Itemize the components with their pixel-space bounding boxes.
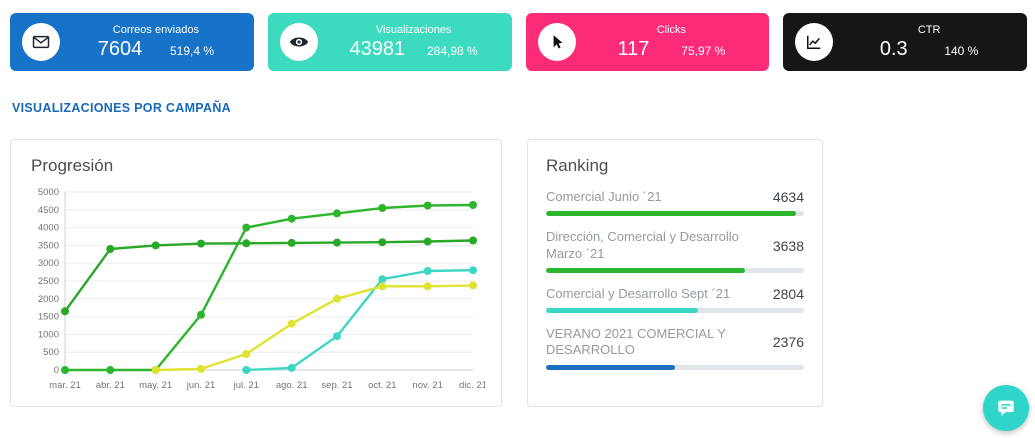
progression-title: Progresión: [31, 156, 114, 175]
envelope-icon: [22, 23, 60, 61]
eye-icon: [279, 23, 318, 61]
svg-text:abr. 21: abr. 21: [96, 380, 125, 391]
ranking-item: Dirección, Comercial y Desarrollo Marzo …: [546, 229, 804, 273]
kpi-label: Correos enviados: [112, 23, 199, 36]
svg-text:2500: 2500: [38, 276, 59, 287]
progression-panel: Progresión 0 500 1000 1500 2000 2500 3000 3500 4…: [10, 139, 502, 407]
svg-text:mar. 21: mar. 21: [49, 380, 81, 391]
ranking-bar-track: [546, 211, 804, 217]
kpi-stats: Visualizaciones 43981 284,98 %: [328, 24, 500, 61]
ranking-value: 3638: [772, 237, 804, 254]
svg-text:0: 0: [54, 365, 59, 376]
ranking-name: VERANO 2021 COMERCIAL Y DESARROLLO: [546, 326, 726, 358]
kpi-value: 43981: [349, 37, 406, 60]
kpi-value: 117: [617, 37, 650, 60]
kpi-value: 0.3: [879, 37, 908, 60]
svg-text:oct. 21: oct. 21: [368, 380, 397, 391]
chat-launcher-button[interactable]: [983, 385, 1029, 431]
line-chart-icon: [795, 23, 834, 61]
svg-text:3000: 3000: [38, 258, 59, 269]
kpi-stats: Correos enviados 7604 519,4 %: [70, 24, 242, 61]
svg-text:nov. 21: nov. 21: [412, 380, 442, 391]
ranking-name: Comercial y Desarrollo Sept ´21: [546, 285, 731, 301]
kpi-percent: 140 %: [944, 43, 979, 58]
panels-row: Progresión 0 500 1000 1500 2000 2500 3000 3500 4…: [10, 139, 1035, 407]
kpi-card-emails-sent: Correos enviados 7604 519,4 %: [10, 13, 254, 71]
kpi-label: Visualizaciones: [375, 23, 452, 36]
svg-text:5000: 5000: [38, 187, 59, 198]
svg-text:dic. 21: dic. 21: [459, 380, 485, 391]
cursor-icon: [537, 23, 576, 61]
ranking-item: Comercial Junio ´21 4634: [546, 189, 804, 217]
ranking-title: Ranking: [546, 156, 609, 175]
svg-text:4000: 4000: [38, 223, 59, 234]
svg-text:may. 21: may. 21: [139, 380, 172, 391]
kpi-percent: 519,4 %: [169, 43, 215, 58]
ranking-bar-fill: [546, 267, 745, 273]
kpi-label: Clicks: [656, 23, 687, 36]
ranking-bar-fill: [546, 308, 699, 313]
ranking-item: VERANO 2021 COMERCIAL Y DESARROLLO 2376: [546, 326, 804, 370]
svg-text:ago. 21: ago. 21: [276, 380, 308, 391]
ranking-bar-track: [546, 267, 804, 273]
ranking-bar-fill: [546, 211, 797, 217]
kpi-value: 7604: [97, 37, 143, 60]
ranking-bar-track: [546, 308, 804, 313]
kpi-percent: 75,97 %: [681, 43, 726, 58]
ranking-bar-track: [546, 364, 804, 370]
svg-text:1000: 1000: [38, 329, 59, 340]
section-title: VISUALIZACIONES POR CAMPAÑA: [12, 101, 231, 115]
svg-text:jun. 21: jun. 21: [186, 380, 216, 391]
ranking-value: 2804: [772, 285, 804, 302]
kpi-stats: Clicks 117 75,97 %: [586, 24, 758, 61]
svg-text:sep. 21: sep. 21: [321, 380, 352, 391]
kpi-cards-row: Correos enviados 7604 519,4 % Visualizac…: [0, 0, 1035, 71]
kpi-card-ctr: CTR 0.3 140 %: [783, 13, 1027, 71]
svg-text:3500: 3500: [38, 240, 59, 251]
ranking-bar-fill: [546, 364, 675, 370]
ranking-value: 2376: [772, 334, 804, 351]
kpi-percent: 284,98 %: [426, 43, 478, 58]
chat-bubble-icon: [995, 397, 1017, 419]
ranking-item: Comercial y Desarrollo Sept ´21 2804: [546, 286, 804, 313]
svg-text:1500: 1500: [38, 312, 59, 323]
ranking-value: 4634: [772, 189, 804, 206]
svg-text:4500: 4500: [38, 205, 59, 216]
ranking-name: Dirección, Comercial y Desarrollo Marzo …: [546, 229, 739, 261]
svg-text:500: 500: [43, 347, 59, 358]
ranking-name: Comercial Junio ´21: [546, 189, 662, 204]
kpi-stats: CTR 0.3 140 %: [843, 24, 1015, 61]
kpi-card-clicks: Clicks 117 75,97 %: [525, 13, 770, 71]
svg-text:2000: 2000: [38, 294, 59, 305]
svg-text:jul. 21: jul. 21: [233, 380, 259, 391]
kpi-label: CTR: [917, 23, 941, 36]
kpi-card-views: Visualizaciones 43981 284,98 %: [267, 13, 512, 71]
ranking-panel: Ranking Comercial Junio ´21 4634 Direcci…: [527, 139, 823, 407]
progression-chart: 0 500 1000 1500 2000 2500 3000 3500 4000 4500 5000…: [38, 187, 487, 391]
